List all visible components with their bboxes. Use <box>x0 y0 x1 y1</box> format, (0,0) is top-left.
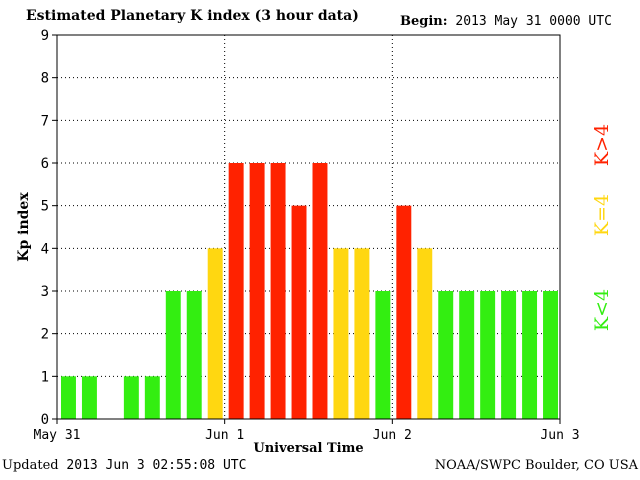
begin-label: Begin: <box>400 14 448 29</box>
kp-bar <box>312 163 328 419</box>
x-axis-label: Universal Time <box>253 441 363 456</box>
kp-bar <box>186 291 202 419</box>
kp-bar <box>417 248 433 419</box>
x-tick-label: Jun 2 <box>373 428 412 443</box>
chart-title: Estimated Planetary K index (3 hour data… <box>26 8 359 24</box>
y-tick-label: 5 <box>41 199 49 215</box>
begin-value: 2013 May 31 0000 UTC <box>455 14 612 29</box>
kp-bar <box>270 163 286 419</box>
updated-info: Updated 2013 Jun 3 02:55:08 UTC <box>2 458 246 473</box>
kp-bar <box>501 291 517 419</box>
y-tick-label: 3 <box>41 284 49 300</box>
y-tick-label: 7 <box>41 113 49 129</box>
legend-item: K>4 <box>591 124 613 166</box>
kp-bar <box>228 163 244 419</box>
kp-bar <box>207 248 223 419</box>
kp-bar <box>81 376 97 419</box>
y-tick-label: 6 <box>41 156 49 172</box>
kp-bar <box>438 291 454 419</box>
kp-bar <box>354 248 370 419</box>
y-tick-label: 8 <box>41 71 49 87</box>
y-tick-label: 9 <box>41 28 49 44</box>
y-tick-label: 4 <box>41 241 49 257</box>
legend-item: K=4 <box>591 194 613 236</box>
updated-value: 2013 Jun 3 02:55:08 UTC <box>66 458 247 473</box>
y-tick-label: 1 <box>41 369 49 385</box>
legend-item: K<4 <box>591 289 613 331</box>
begin-info: Begin: 2013 May 31 0000 UTC <box>400 14 612 29</box>
x-tick-label: Jun 1 <box>205 428 244 443</box>
x-tick-label: May 31 <box>34 428 81 443</box>
kp-bar <box>291 205 307 419</box>
x-tick-label: Jun 3 <box>540 428 579 443</box>
kp-bar <box>333 248 349 419</box>
kp-bar <box>396 205 412 419</box>
y-tick-label: 0 <box>41 412 49 428</box>
y-axis-label: Kp index <box>16 192 32 262</box>
kp-bar <box>144 376 160 419</box>
kp-bar <box>123 376 139 419</box>
kp-bar <box>165 291 181 419</box>
credit-text: NOAA/SWPC Boulder, CO USA <box>434 458 638 473</box>
kp-bar <box>61 376 76 419</box>
kp-bar <box>543 291 558 419</box>
plot-frame <box>56 34 561 420</box>
updated-label: Updated <box>2 458 59 473</box>
kp-bar <box>375 291 391 419</box>
kp-bar <box>522 291 538 419</box>
kp-bar <box>459 291 475 419</box>
y-tick-label: 2 <box>41 327 49 343</box>
kp-bar <box>480 291 496 419</box>
kp-bar <box>249 163 265 419</box>
